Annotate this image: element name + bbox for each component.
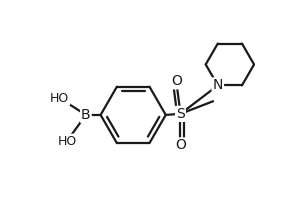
Text: S: S — [176, 107, 185, 121]
Text: HO: HO — [50, 92, 69, 105]
Text: HO: HO — [57, 135, 76, 148]
Text: O: O — [171, 74, 182, 88]
Text: N: N — [213, 78, 223, 92]
Text: B: B — [81, 108, 91, 122]
Text: O: O — [175, 138, 186, 152]
